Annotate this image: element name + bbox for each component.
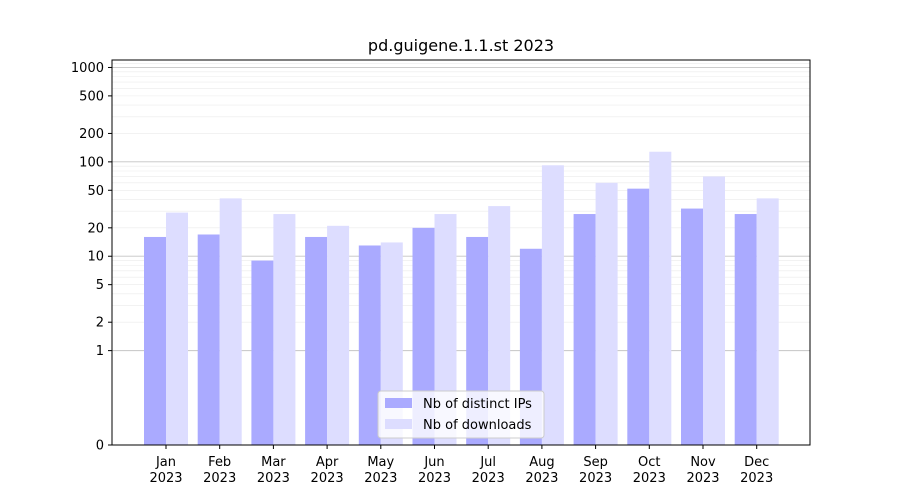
- y-tick-label: 200: [79, 127, 104, 142]
- bar-distinct-ips: [251, 260, 274, 445]
- x-tick-label: Mar 2023: [257, 455, 290, 486]
- x-tick-label: Jul 2023: [472, 455, 505, 486]
- y-tick-label: 500: [79, 89, 104, 104]
- y-tick-label: 10: [87, 250, 104, 265]
- y-tick-label: 2: [96, 316, 104, 331]
- chart-title: pd.guigene.1.1.st 2023: [368, 36, 554, 55]
- bar-distinct-ips: [681, 208, 703, 445]
- legend-label: Nb of downloads: [423, 418, 532, 433]
- x-tick-label: Nov 2023: [686, 455, 719, 486]
- y-tick-label: 1000: [71, 61, 104, 76]
- legend: Nb of distinct IPs Nb of downloads: [377, 390, 545, 439]
- bar-distinct-ips: [573, 214, 596, 445]
- x-tick-label: Oct 2023: [633, 455, 666, 486]
- legend-box: [377, 390, 545, 439]
- bar-distinct-ips: [734, 214, 757, 445]
- x-tick-label: Jun 2023: [418, 455, 451, 486]
- bar-downloads: [434, 214, 457, 445]
- legend-swatch: [385, 419, 412, 429]
- bar-downloads: [327, 225, 350, 445]
- bar-distinct-ips: [144, 236, 166, 445]
- x-tick-label: May 2023: [364, 455, 397, 486]
- bar-downloads: [756, 198, 779, 445]
- bar-downloads: [219, 198, 242, 445]
- y-tick-label: 100: [79, 155, 104, 170]
- legend-label: Nb of distinct IPs: [423, 397, 532, 412]
- y-tick-label: 0: [96, 439, 104, 454]
- y-tick-label: 20: [87, 221, 104, 236]
- bar-distinct-ips: [627, 188, 650, 445]
- y-tick-label: 1: [96, 344, 104, 359]
- x-tick-label: Aug 2023: [525, 455, 558, 486]
- x-tick-label: Dec 2023: [740, 455, 773, 486]
- x-tick-label: Apr 2023: [311, 455, 344, 486]
- bar-downloads: [595, 182, 618, 445]
- y-axis: 0 1 2 5 10 20 50 100 200 500 1000: [71, 61, 112, 454]
- bar-downloads: [166, 212, 188, 445]
- bar-downloads: [649, 151, 672, 446]
- y-tick-label: 5: [96, 278, 104, 293]
- bar-distinct-ips: [358, 245, 381, 445]
- bar-distinct-ips: [305, 236, 328, 445]
- bar-distinct-ips: [197, 234, 220, 445]
- bar-downloads: [273, 214, 296, 445]
- x-tick-label: Feb 2023: [203, 455, 236, 486]
- x-axis: Jan 2023 Feb 2023 Mar 2023 Apr 2023 May 2023 Jun 20…: [149, 445, 773, 486]
- x-tick-label: Jan 2023: [149, 455, 182, 486]
- bars: [144, 151, 779, 446]
- bar-downloads: [488, 206, 511, 445]
- x-tick-label: Sep 2023: [579, 455, 612, 486]
- plot-frame: [111, 59, 811, 446]
- bar-downloads: [703, 176, 725, 445]
- y-tick-label: 50: [87, 184, 104, 199]
- legend-swatch: [385, 398, 412, 408]
- bar-downloads: [541, 165, 564, 445]
